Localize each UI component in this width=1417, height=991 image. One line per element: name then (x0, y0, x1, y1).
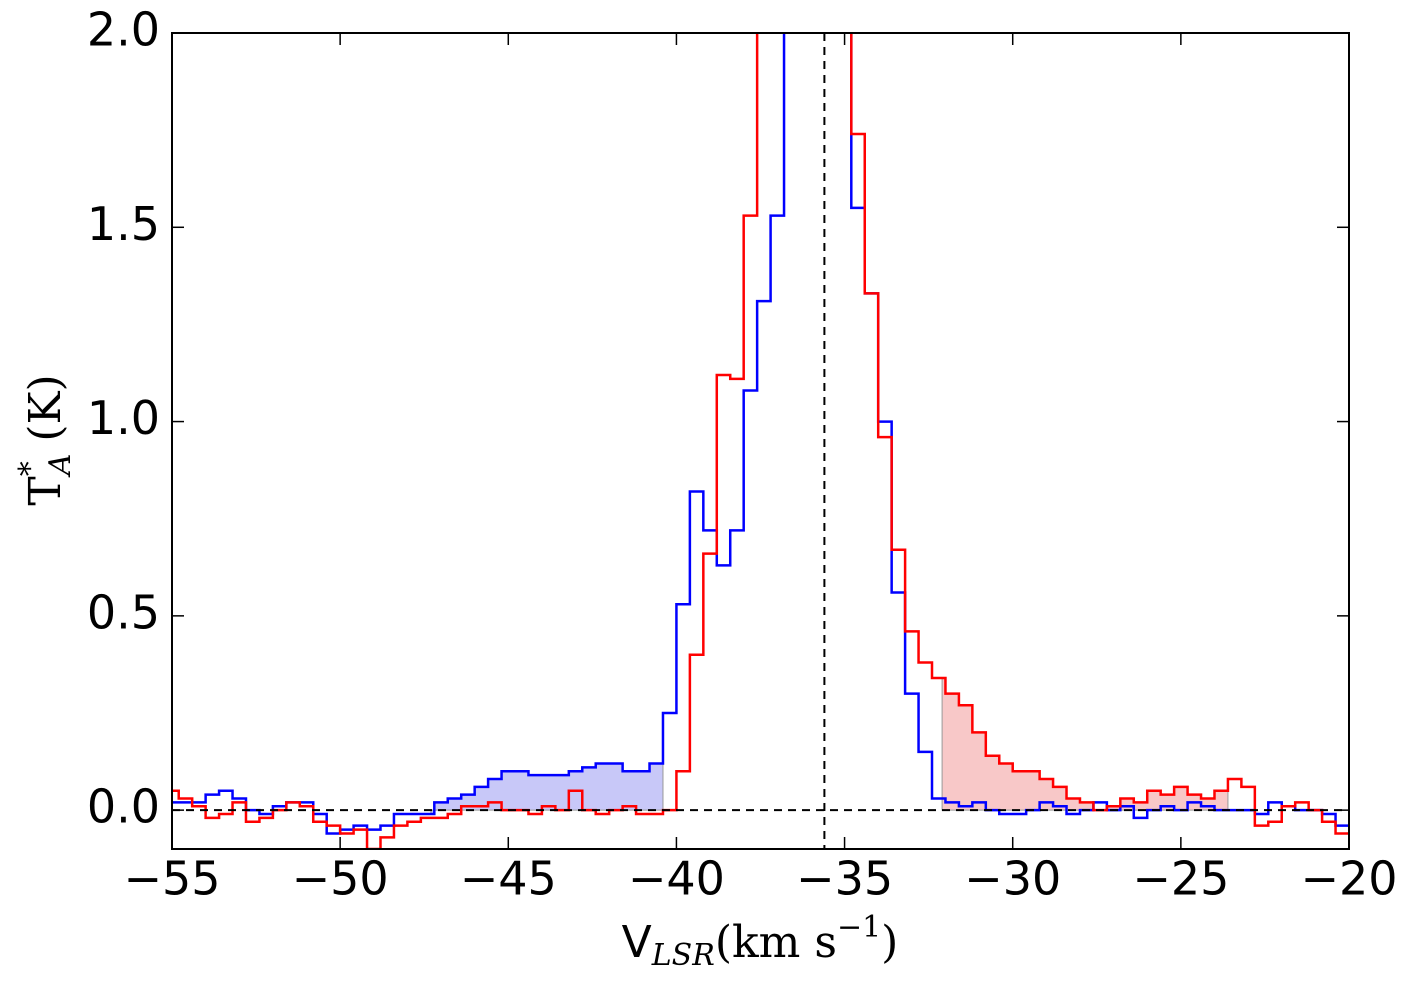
x-tick-label: −35 (796, 852, 893, 906)
y-tick-label: 1.5 (87, 197, 160, 251)
shaded-area (430, 713, 664, 815)
xlabel-close: ) (881, 917, 898, 968)
xlabel-unit: (km s (715, 917, 837, 968)
x-tick-label: −50 (292, 852, 389, 906)
xlabel-sub: LSR (651, 938, 715, 973)
x-tick-label: −45 (460, 852, 557, 906)
x-tick-label: −25 (1132, 852, 1229, 906)
y-tick-label: 2.0 (87, 3, 160, 57)
x-axis-label: VLSR(km s−1) (622, 910, 899, 973)
fills (430, 677, 1229, 815)
y-axis-label: T*A (K) (13, 374, 78, 505)
ylabel-sub: A (43, 454, 78, 479)
y-tick-label: 1.0 (87, 391, 160, 445)
ylabel-base: T (20, 476, 71, 505)
ylabel-unit: (K) (20, 374, 71, 441)
x-tick-label: −30 (964, 852, 1061, 906)
x-tick-label: −55 (123, 852, 220, 906)
plot-frame (171, 32, 1350, 850)
series-line (172, 33, 1349, 849)
y-tick-label: 0.5 (87, 585, 160, 639)
xlabel-base: V (622, 917, 652, 968)
xlabel-sup: −1 (837, 910, 881, 945)
x-tick-label: −40 (628, 852, 725, 906)
lines (172, 33, 1349, 849)
y-tick-label: 0.0 (87, 780, 160, 834)
x-tick-label: −20 (1300, 852, 1397, 906)
ylabel-sup: * (13, 461, 48, 476)
